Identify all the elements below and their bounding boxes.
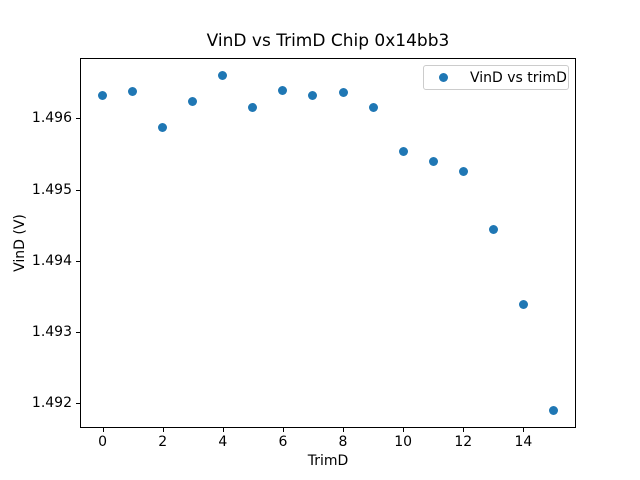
x-tick-mark (162, 428, 164, 432)
x-tick-label: 10 (394, 434, 413, 450)
x-tick-mark (222, 428, 224, 432)
x-tick-label: 14 (514, 434, 533, 450)
x-tick-label: 8 (338, 434, 348, 450)
x-tick-mark (523, 428, 525, 432)
y-axis-label: VinD (V) (12, 214, 28, 272)
y-tick-label: 1.494 (31, 252, 72, 269)
scatter-point (98, 90, 108, 100)
y-tick-label: 1.492 (31, 395, 72, 412)
y-tick-mark (76, 331, 80, 333)
legend: VinD vs trimD (423, 65, 569, 90)
scatter-point (128, 86, 138, 96)
y-tick-label: 1.495 (31, 181, 72, 198)
scatter-point (398, 147, 408, 157)
plot-area (80, 58, 576, 428)
x-tick-mark (102, 428, 104, 432)
scatter-point (428, 156, 438, 166)
y-tick-mark (76, 403, 80, 405)
x-tick-mark (343, 428, 345, 432)
x-tick-label: 4 (218, 434, 228, 450)
scatter-point (248, 102, 258, 112)
x-axis-label: TrimD (307, 453, 349, 469)
x-tick-label: 6 (278, 434, 288, 450)
legend-series-label: VinD vs trimD (470, 69, 567, 86)
scatter-point (278, 85, 288, 95)
scatter-point (368, 102, 378, 112)
y-tick-mark (76, 189, 80, 191)
x-tick-mark (403, 428, 405, 432)
y-tick-label: 1.493 (31, 323, 72, 340)
scatter-point (218, 70, 228, 80)
scatter-point (518, 299, 528, 309)
chart-title: VinD vs TrimD Chip 0x14bb3 (206, 31, 450, 51)
legend-marker-dot-icon (439, 73, 448, 82)
y-tick-mark (76, 118, 80, 120)
x-tick-mark (282, 428, 284, 432)
x-tick-label: 0 (98, 434, 107, 450)
scatter-point (158, 122, 168, 132)
scatter-point (548, 406, 558, 416)
scatter-point (488, 224, 498, 234)
scatter-point (338, 88, 348, 98)
scatter-point (458, 166, 468, 176)
y-tick-label: 1.496 (31, 110, 72, 127)
scatter-point (188, 96, 198, 106)
scatter-point (308, 90, 318, 100)
x-tick-label: 12 (454, 434, 473, 450)
x-tick-label: 2 (158, 434, 168, 450)
y-tick-mark (76, 260, 80, 262)
x-tick-mark (463, 428, 465, 432)
